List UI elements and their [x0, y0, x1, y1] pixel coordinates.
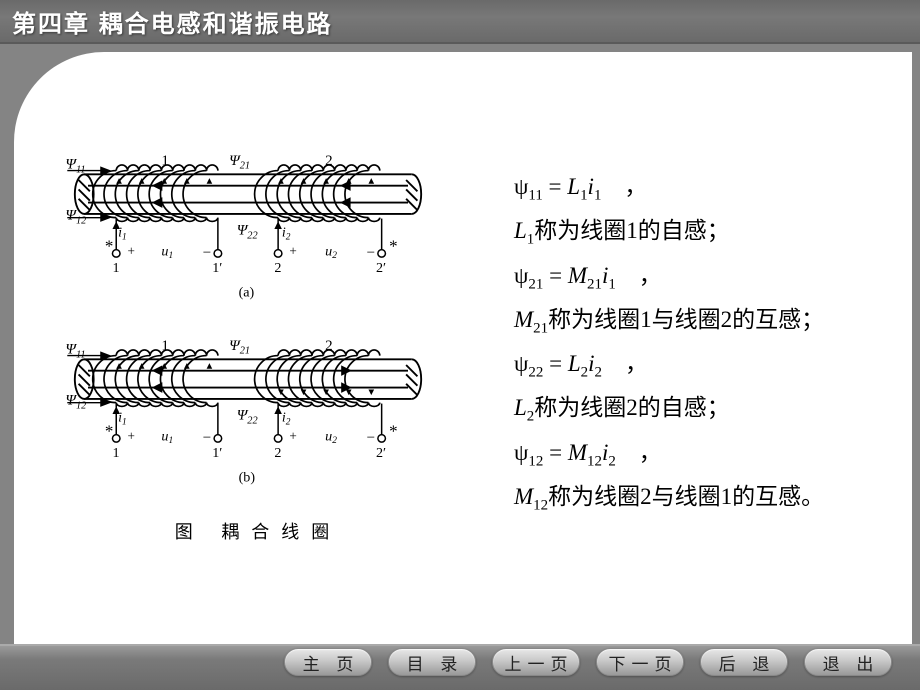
svg-text:2: 2 — [274, 445, 281, 461]
equation-line: ψ21 = M21i1 ， — [514, 255, 894, 299]
svg-text:2: 2 — [325, 338, 333, 354]
next-button[interactable]: 下一页 — [596, 648, 684, 676]
svg-text:i1: i1 — [118, 224, 127, 242]
coil-diagram-b: * * + − + − Ψ11 Ψ12 Ψ21 Ψ22 1 2 i1 i2 — [58, 333, 438, 493]
svg-text:Ψ22: Ψ22 — [237, 408, 258, 427]
svg-text:Ψ12: Ψ12 — [65, 208, 86, 227]
svg-text:+: + — [289, 243, 296, 258]
header-bar: 第四章 耦合电感和谐振电路 — [0, 0, 920, 44]
svg-text:+: + — [128, 243, 135, 258]
svg-text:+: + — [289, 428, 296, 443]
svg-text:u1: u1 — [161, 428, 173, 446]
equation-line: L1称为线圈1的自感； — [514, 210, 894, 254]
svg-text:*: * — [105, 422, 113, 441]
equation-line: M21称为线圈1与线圈2的互感； — [514, 299, 894, 343]
figure-wrap: * * + − + − Ψ11 Ψ12 Ψ21 Ψ22 1 2 i1 i2 — [58, 148, 458, 544]
subfigure-b: * * + − + − Ψ11 Ψ12 Ψ21 Ψ22 1 2 i1 i2 — [58, 333, 458, 498]
subfig-label-a: (a) — [239, 285, 255, 301]
svg-text:2: 2 — [274, 260, 281, 276]
svg-text:2′: 2′ — [376, 260, 386, 276]
toc-button[interactable]: 目 录 — [388, 648, 476, 676]
svg-text:−: − — [203, 430, 212, 446]
back-button[interactable]: 后 退 — [700, 648, 788, 676]
footer-bar: 主 页 目 录 上一页 下一页 后 退 退 出 — [0, 644, 920, 690]
equation-line: L2称为线圈2的自感； — [514, 387, 894, 431]
exit-button[interactable]: 退 出 — [804, 648, 892, 676]
svg-text:Ψ12: Ψ12 — [65, 393, 86, 412]
svg-text:*: * — [105, 237, 113, 256]
equation-block: ψ11 = L1i1 ，L1称为线圈1的自感；ψ21 = M21i1 ，M21称… — [514, 166, 894, 520]
svg-text:1: 1 — [112, 260, 119, 276]
content-frame: * * + − + − Ψ11 Ψ12 Ψ21 Ψ22 1 2 i1 i2 — [0, 46, 920, 644]
svg-text:i2: i2 — [282, 224, 291, 242]
svg-text:Ψ21: Ψ21 — [229, 153, 250, 172]
home-button[interactable]: 主 页 — [284, 648, 372, 676]
prev-button[interactable]: 上一页 — [492, 648, 580, 676]
svg-text:Ψ22: Ψ22 — [237, 223, 258, 242]
svg-text:Ψ21: Ψ21 — [229, 338, 250, 357]
svg-text:1′: 1′ — [212, 445, 222, 461]
svg-text:1: 1 — [112, 445, 119, 461]
svg-text:−: − — [367, 430, 376, 446]
svg-text:u2: u2 — [325, 428, 337, 446]
figure-caption: 图 耦合线圈 — [58, 518, 458, 544]
svg-text:*: * — [389, 237, 397, 256]
coil-diagram-a: * * + − + − Ψ11 Ψ12 Ψ21 Ψ22 1 2 i1 i2 — [58, 148, 438, 308]
subfigure-a: * * + − + − Ψ11 Ψ12 Ψ21 Ψ22 1 2 i1 i2 — [58, 148, 458, 313]
svg-text:*: * — [389, 422, 397, 441]
subfig-label-b: (b) — [239, 470, 256, 486]
svg-text:Ψ11: Ψ11 — [65, 157, 85, 176]
equation-line: ψ12 = M12i2 ， — [514, 432, 894, 476]
equation-line: ψ11 = L1i1 ， — [514, 166, 894, 210]
svg-text:1′: 1′ — [212, 260, 222, 276]
svg-text:u2: u2 — [325, 243, 337, 261]
equation-line: ψ22 = L2i2 ， — [514, 343, 894, 387]
svg-text:−: − — [203, 245, 212, 261]
svg-text:u1: u1 — [161, 243, 173, 261]
content-area: * * + − + − Ψ11 Ψ12 Ψ21 Ψ22 1 2 i1 i2 — [14, 52, 912, 644]
svg-text:i2: i2 — [282, 409, 291, 427]
svg-text:Ψ11: Ψ11 — [65, 342, 85, 361]
svg-text:+: + — [128, 428, 135, 443]
svg-text:1: 1 — [161, 338, 169, 354]
page-title: 第四章 耦合电感和谐振电路 — [12, 4, 333, 39]
svg-text:1: 1 — [161, 153, 169, 169]
svg-text:−: − — [367, 245, 376, 261]
svg-text:i1: i1 — [118, 409, 127, 427]
equation-line: M12称为线圈2与线圈1的互感。 — [514, 476, 894, 520]
svg-text:2: 2 — [325, 153, 333, 169]
svg-text:2′: 2′ — [376, 445, 386, 461]
